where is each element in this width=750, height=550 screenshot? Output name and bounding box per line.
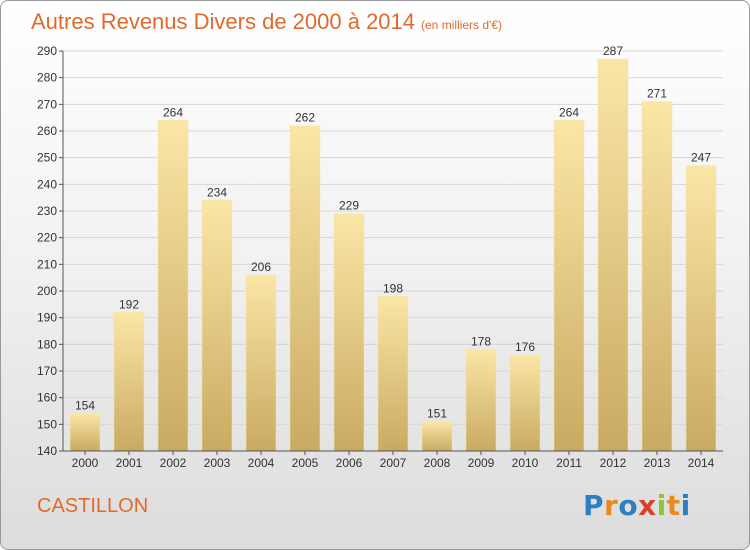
x-tick-label: 2012 [600,456,627,470]
bar [641,101,673,452]
bar [509,354,541,452]
x-tick-label: 2006 [336,456,363,470]
x-tick-label: 2000 [72,456,99,470]
logo-letter: x [638,489,657,522]
x-tick-label: 2009 [468,456,495,470]
x-tick-label: 2014 [688,456,715,470]
data-label: 264 [559,105,579,119]
logo-letter: o [618,489,639,522]
data-label: 198 [383,281,403,295]
x-tick-label: 2013 [644,456,671,470]
x-tick-label: 2005 [292,456,319,470]
logo-letter: t [666,489,681,522]
bar [113,312,145,452]
y-tick-label: 160 [37,391,57,405]
y-tick-label: 170 [37,364,57,378]
x-tick-label: 2011 [556,456,582,470]
bar [421,421,453,452]
logo-letter: r [604,489,619,522]
y-tick-label: 270 [37,97,57,111]
y-tick-label: 210 [37,257,57,271]
x-tick-label: 2003 [204,456,231,470]
bar [289,125,321,452]
y-tick-label: 150 [37,417,57,431]
bars [69,58,717,452]
data-label: 271 [647,87,667,101]
axes: 140 150 160 170 180 190 200 210 220 230 240 250 260 2… [37,44,723,470]
data-label: 287 [603,44,623,58]
y-tick-label: 290 [37,44,57,58]
chart-title: Autres Revenus Divers de 2000 à 2014 (en … [31,9,502,35]
bar [377,296,409,452]
y-tick-label: 180 [37,337,57,351]
data-labels: 154 192 264 234 206 262 229 198 151 178 176 264 287 2… [75,44,711,421]
x-tick-label: 2010 [512,456,539,470]
y-tick-label: 240 [37,177,57,191]
logo-letter: i [656,489,667,522]
data-label: 151 [427,407,447,421]
data-label: 247 [691,151,711,165]
bar [685,165,717,452]
y-tick-label: 190 [37,311,57,325]
bar [465,349,497,452]
bar [333,213,365,452]
x-tick-label: 2007 [380,456,407,470]
proxiti-logo: Proxiti [583,489,691,522]
data-label: 206 [251,260,271,274]
x-tick-label: 2001 [116,456,143,470]
y-tick-label: 200 [37,284,57,298]
y-tick-label: 280 [37,71,57,85]
bar [157,120,189,452]
logo-letter: P [583,489,605,522]
chart-title-unit: (en milliers d'€) [421,18,502,32]
data-label: 176 [515,340,535,354]
chart-title-main: Autres Revenus Divers de 2000 à 2014 [31,9,416,34]
data-label: 262 [295,111,315,125]
data-label: 229 [339,199,359,213]
y-tick-label: 230 [37,204,57,218]
bar [69,413,101,452]
bar [245,274,277,452]
y-tick-label: 250 [37,151,57,165]
bar [553,120,585,452]
data-label: 234 [207,185,227,199]
data-label: 192 [119,297,139,311]
logo-letter: i [680,489,691,522]
data-label: 178 [471,335,491,349]
x-tick-label: 2004 [248,456,275,470]
x-tick-label: 2008 [424,456,451,470]
commune-name: CASTILLON [37,495,149,517]
data-label: 154 [75,399,95,413]
data-label: 264 [163,105,183,119]
y-tick-label: 220 [37,231,57,245]
bar [597,58,629,452]
x-tick-label: 2002 [160,456,187,470]
y-tick-label: 260 [37,124,57,138]
y-tick-label: 140 [37,444,57,458]
bar [201,200,233,452]
